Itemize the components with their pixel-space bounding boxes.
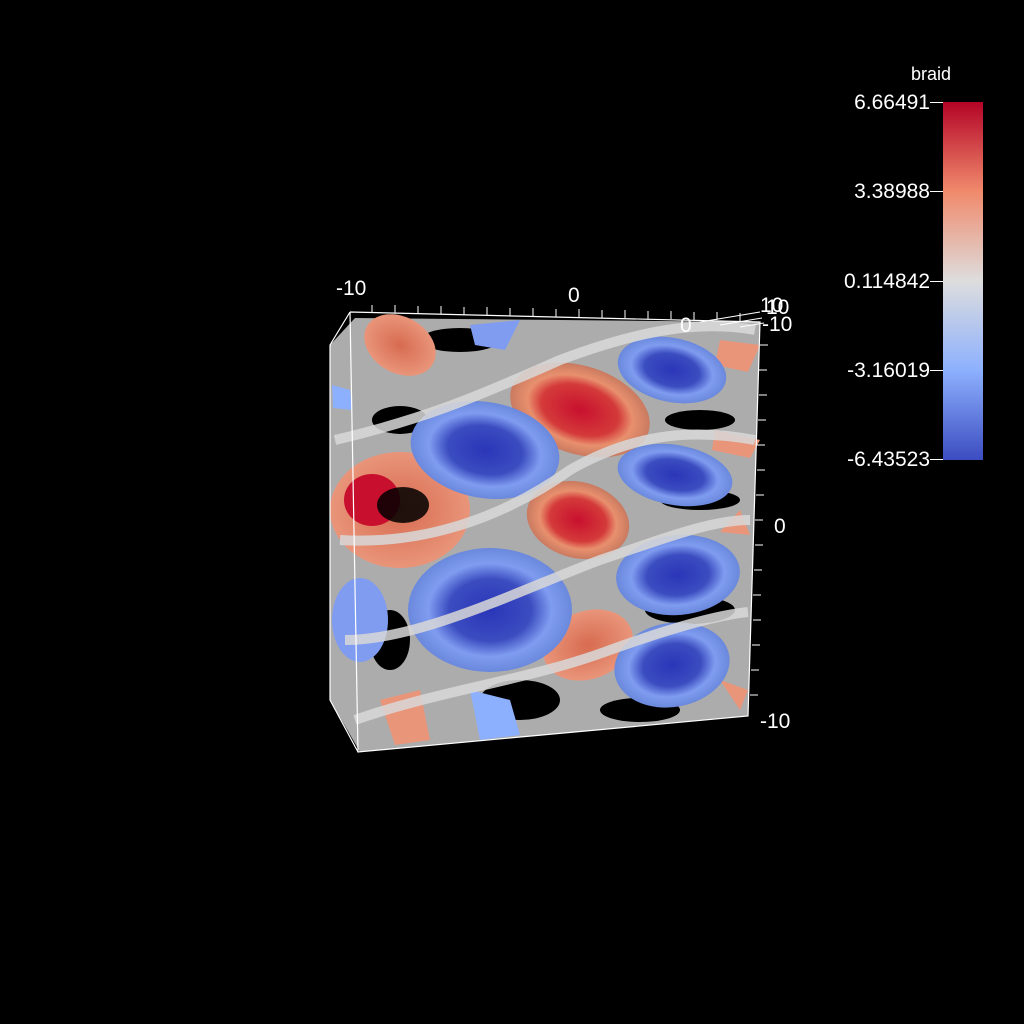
bounding-box <box>329 311 761 753</box>
legend-tick-label: -6.43523 <box>847 448 930 471</box>
axis-label-right-top: -10 <box>762 313 792 336</box>
axis-label-top-right-inner: 0 <box>680 314 692 337</box>
legend-tick-label: 6.66491 <box>854 91 930 114</box>
legend-tick-label: -3.16019 <box>847 359 930 382</box>
legend-tick-mark <box>930 281 943 282</box>
axis-label-top-right-a: 10 <box>760 294 783 317</box>
legend-tick-mark <box>930 370 943 371</box>
corner-axis-ticks <box>699 311 765 328</box>
axis-label-top-left: -10 <box>336 277 366 300</box>
axis-label-right-bottom: -10 <box>760 710 790 733</box>
legend-title: braid <box>910 64 952 84</box>
legend-tick-mark <box>930 459 943 460</box>
axis-label-top-center: 0 <box>568 284 580 307</box>
right-axis-ticks <box>750 344 768 696</box>
legend-color-bar <box>943 102 983 460</box>
isosurface-volume <box>330 314 760 752</box>
legend-tick-mark <box>930 191 943 192</box>
legend-tick-label: 0.114842 <box>843 270 930 293</box>
legend-tick-mark <box>930 102 943 103</box>
axis-label-top-right-b: 10 <box>766 296 789 319</box>
axis-label-right-center: 0 <box>774 515 786 538</box>
legend-tick-label: 3.38988 <box>854 180 930 203</box>
